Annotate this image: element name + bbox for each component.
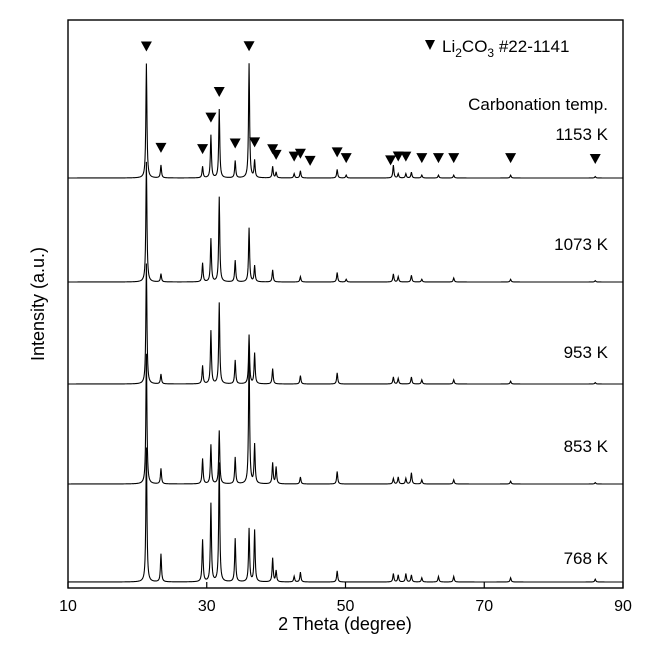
traces [68,63,623,583]
legend-label: Li2CO3 #22-1141 [442,37,569,60]
x-tick-label: 70 [475,598,493,615]
ref-marker [270,149,282,160]
series-label: 1153 K [555,125,608,144]
reference-markers [140,41,601,166]
series-line [68,263,623,385]
ref-marker [294,148,306,159]
series-line [68,63,623,179]
series-label: 768 K [564,549,609,568]
series-label: 853 K [564,437,609,456]
ref-marker [197,144,209,155]
ref-marker [304,155,316,166]
series-line [68,447,623,583]
ref-marker [505,153,517,164]
y-axis-title: Intensity (a.u.) [28,247,48,361]
x-axis-title: 2 Theta (degree) [278,614,412,634]
ref-marker [589,154,601,164]
x-tick-label: 30 [198,598,216,615]
ref-marker [448,153,460,164]
ref-marker [205,112,217,123]
ref-marker [392,151,404,162]
ref-marker [416,153,428,164]
ref-marker [249,137,261,148]
ref-marker [288,151,300,162]
ref-marker [340,153,352,164]
ref-marker [432,153,444,164]
ref-marker [400,151,412,162]
ref-marker [155,142,167,153]
x-tick-label: 10 [59,598,77,615]
series-label: 953 K [564,343,609,362]
ref-marker [243,41,255,52]
series-line [68,353,623,485]
x-tick-label: 90 [614,598,632,615]
series-label: 1073 K [554,235,609,254]
x-tick-label: 50 [337,598,355,615]
ref-marker [213,87,225,98]
legend: Li2CO3 #22-1141 [425,37,569,60]
series-labels: 1153 K 1073 K 953 K 853 K 768 K [554,125,609,568]
ref-marker [229,138,241,149]
legend-marker [425,40,435,50]
ref-marker [385,155,397,166]
annotation-header: Carbonation temp. [468,95,608,114]
series-line [68,161,623,283]
ref-marker [140,41,152,52]
x-axis-ticks: 10 30 50 70 90 [59,582,632,615]
ref-marker [267,144,279,155]
ref-marker [331,147,343,158]
